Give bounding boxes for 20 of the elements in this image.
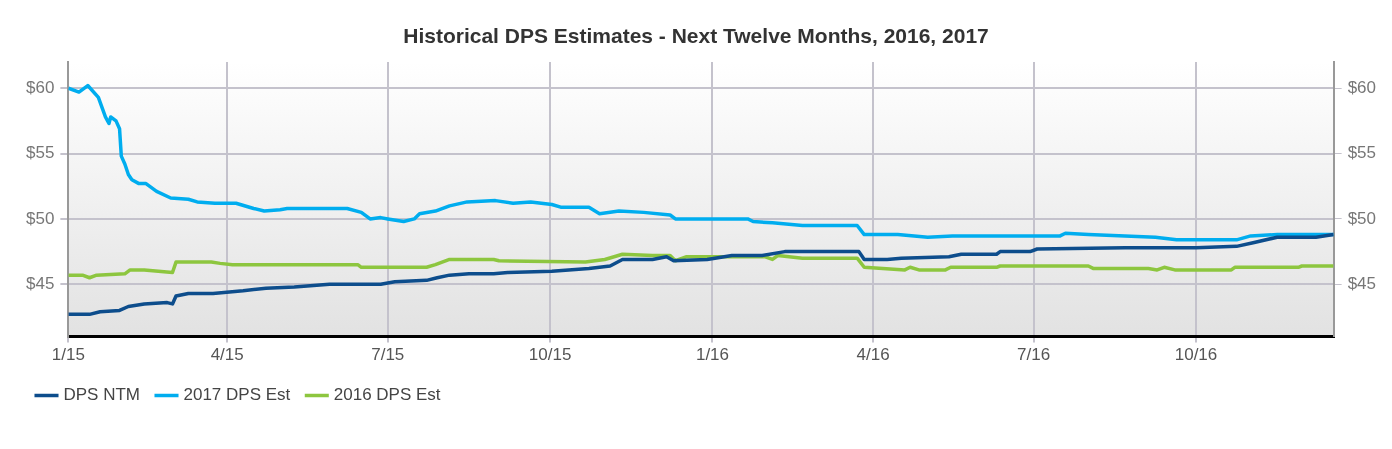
y-tick-label: $45	[1347, 273, 1377, 293]
legend-label: 2017 DPS Est	[183, 385, 291, 405]
x-tick-label: 1/15	[51, 345, 85, 365]
x-tick-label: 7/15	[371, 345, 405, 365]
y2-tick-label: $60	[25, 77, 55, 97]
y2-tick-label: $55	[25, 143, 55, 163]
chart-title: Historical DPS Estimates - Next Twelve Months, 2016, 2017	[402, 24, 990, 48]
legend-label: 2016 DPS Est	[333, 385, 441, 405]
x-tick-label: 7/16	[1017, 345, 1051, 365]
y-tick-label: $60	[1347, 77, 1377, 97]
y-tick-label: $50	[1347, 208, 1377, 228]
x-tick-label: 10/16	[1174, 345, 1218, 365]
y2-tick-label: $50	[25, 208, 55, 228]
x-tick-label: 1/16	[695, 345, 730, 365]
legend-label: DPS NTM	[63, 385, 140, 405]
y-tick-label: $55	[1347, 143, 1377, 163]
x-tick-label: 10/15	[528, 345, 572, 365]
y2-tick-label: $45	[25, 273, 55, 293]
x-tick-label: 4/16	[856, 345, 890, 365]
x-tick-label: 4/15	[210, 345, 244, 365]
